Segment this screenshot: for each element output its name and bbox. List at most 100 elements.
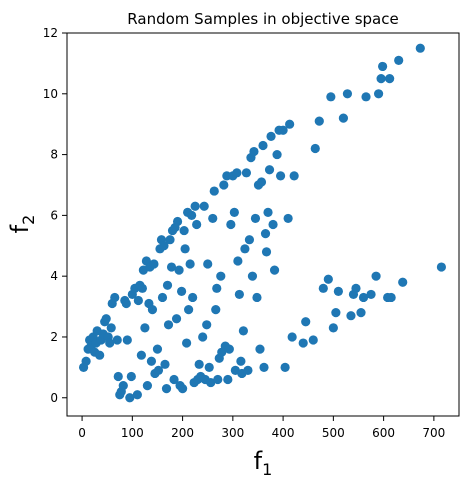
scatter-point [346, 311, 356, 321]
scatter-point [204, 362, 214, 372]
scatter-point [275, 171, 286, 181]
scatter-point [333, 286, 343, 296]
x-tick-label: 400 [272, 426, 295, 440]
scatter-point [371, 271, 381, 281]
scatter-point [269, 265, 280, 275]
plot-frame [66, 32, 460, 417]
y-axis-ticks: 0 2 4 6 8 10 12 [43, 26, 67, 405]
scatter-point [187, 210, 197, 220]
scatter-point [202, 320, 212, 330]
scatter-point [342, 89, 353, 99]
x-axis-label: f1 [254, 447, 273, 479]
scatter-point [203, 259, 213, 269]
scatter-point [233, 256, 243, 266]
scatter-point [280, 362, 290, 372]
scatter-point [147, 305, 158, 315]
scatter-point [192, 219, 202, 230]
scatter-point [106, 323, 116, 333]
scatter-point [232, 168, 242, 178]
y-tick-label: 4 [50, 269, 58, 283]
scatter-point [118, 381, 128, 391]
scatter-point [113, 371, 123, 382]
x-tick-label: 600 [372, 426, 395, 440]
scatter-point [385, 73, 395, 84]
scatter-point [351, 283, 361, 293]
scatter-point [272, 149, 282, 160]
x-tick-label: 500 [322, 426, 345, 440]
scatter-point [314, 116, 324, 126]
scatter-point [318, 283, 328, 293]
scatter-point [185, 259, 195, 269]
y-tick-label: 0 [50, 391, 58, 405]
scatter-point [177, 384, 188, 394]
scatter-point [140, 323, 150, 333]
y-axis-label: f2 [6, 215, 38, 234]
scatter-point [165, 235, 175, 245]
y-tick-label: 6 [50, 208, 58, 222]
scatter-point [184, 305, 194, 315]
y-tick-label: 2 [50, 330, 58, 344]
scatter-point [174, 265, 184, 275]
scatter-point [394, 55, 404, 65]
x-axis-ticks: 0 100 200 300 400 500 600 700 [78, 416, 445, 440]
scatter-point [263, 207, 273, 217]
scatter-point [146, 356, 157, 366]
scatter-point [159, 241, 169, 251]
scatter-point [260, 229, 271, 239]
scatter-point [224, 344, 234, 354]
scatter-point [105, 338, 115, 348]
scatter-point [301, 317, 311, 327]
x-tick-label: 300 [221, 426, 244, 440]
scatter-point [244, 235, 255, 245]
x-tick-label: 700 [422, 426, 445, 440]
scatter-point [223, 374, 233, 385]
scatter-point [110, 292, 120, 303]
scatter-point [172, 216, 183, 227]
scatter-point [208, 213, 218, 224]
scatter-point [81, 356, 91, 366]
scatter-point [153, 365, 164, 376]
scatter-point [356, 308, 366, 318]
scatter-point [125, 393, 135, 403]
scatter-point [328, 323, 338, 333]
scatter-point [188, 292, 198, 303]
scatter-point [398, 277, 408, 287]
scatter-point [338, 113, 349, 123]
scatter-point [241, 168, 252, 178]
scatter-point [289, 171, 299, 181]
scatter-point [308, 335, 318, 345]
scatter-point [133, 295, 143, 306]
scatter-point [219, 180, 229, 190]
scatter-point [234, 289, 244, 300]
scatter-point [101, 314, 111, 324]
scatter-point [157, 292, 168, 303]
scatter-point [199, 201, 209, 211]
scatter-point [268, 219, 278, 230]
scatter-point [190, 201, 200, 211]
scatter-point [285, 119, 295, 129]
x-axis-label-subscript: 1 [262, 460, 272, 479]
y-axis-label-subscript: 2 [19, 215, 38, 225]
scatter-point [323, 274, 333, 284]
scatter-point [206, 377, 216, 388]
scatter-point [238, 326, 248, 336]
scatter-point [194, 359, 204, 369]
scatter-point [266, 131, 276, 141]
scatter-point [209, 186, 219, 196]
scatter-point [136, 350, 146, 360]
scatter-point [326, 92, 336, 102]
scatter-point [247, 271, 258, 281]
scatter-point [366, 289, 376, 300]
scatter-point [249, 146, 259, 157]
scatter-point [176, 286, 187, 296]
scatter-point [211, 305, 221, 315]
scatter-point [376, 73, 386, 84]
scatter-point [358, 292, 369, 303]
scatter-points [78, 43, 447, 403]
scatter-point [169, 374, 179, 385]
y-axis-label-main: f [6, 224, 34, 233]
scatter-point [310, 143, 320, 154]
scatter-point [261, 247, 272, 257]
scatter-point [258, 140, 268, 151]
scatter-point [216, 271, 226, 281]
